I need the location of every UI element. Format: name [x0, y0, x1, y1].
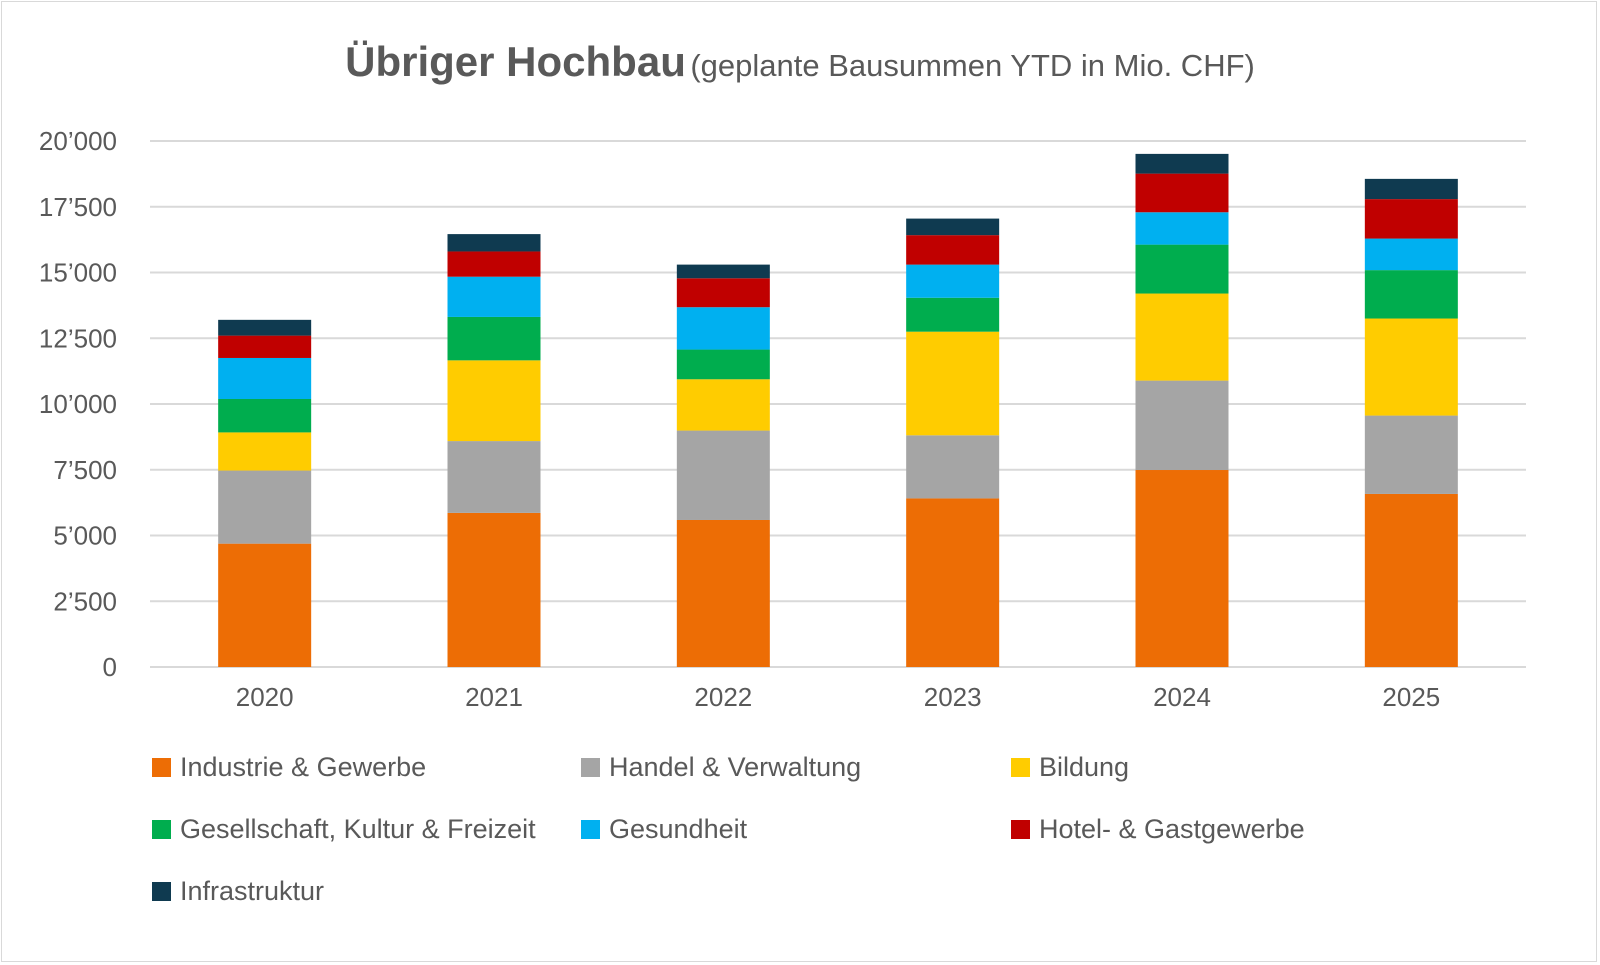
bar-segment-2025-0	[1364, 493, 1458, 667]
bar-segment-2020-1	[218, 470, 312, 544]
bar-segment-2021-1	[447, 441, 541, 513]
bar-segment-2025-4	[1364, 238, 1458, 271]
bar-segment-2021-0	[447, 512, 541, 667]
legend-swatch	[1011, 820, 1030, 839]
bar-segment-2025-1	[1364, 415, 1458, 494]
bar-segment-2024-1	[1135, 380, 1229, 471]
y-tick-label: 20’000	[39, 126, 117, 156]
bar-segment-2023-4	[906, 264, 1000, 298]
legend-item: Handel & Verwaltung	[581, 752, 861, 783]
x-tick-label: 2021	[465, 682, 523, 712]
bar-segment-2020-2	[218, 432, 312, 471]
bar-segment-2025-3	[1364, 270, 1458, 319]
bar-segment-2024-6	[1135, 153, 1229, 174]
chart-title-main: Übriger Hochbau	[345, 38, 686, 85]
y-tick-label: 7’500	[53, 455, 117, 485]
bar-segment-2024-5	[1135, 173, 1229, 213]
legend-swatch	[152, 758, 171, 777]
legend-item: Bildung	[1011, 752, 1129, 783]
bar-segment-2020-5	[218, 335, 312, 358]
legend-item: Hotel- & Gastgewerbe	[1011, 814, 1305, 845]
legend-swatch	[152, 882, 171, 901]
bar-segment-2021-3	[447, 316, 541, 361]
bar-segment-2023-1	[906, 435, 1000, 499]
bar-segment-2023-6	[906, 218, 1000, 236]
bar-segment-2022-1	[676, 430, 770, 520]
bar-segment-2024-2	[1135, 293, 1229, 381]
chart-title: Übriger Hochbau (geplante Bausummen YTD …	[0, 38, 1600, 86]
bar-segment-2024-0	[1135, 470, 1229, 667]
bar-segment-2024-3	[1135, 244, 1229, 294]
bar-segment-2022-2	[676, 379, 770, 431]
bar-segment-2022-4	[676, 307, 770, 350]
bar-segment-2020-0	[218, 543, 312, 667]
bar-segment-2025-2	[1364, 318, 1458, 416]
legend-label: Industrie & Gewerbe	[180, 752, 427, 782]
bar-segment-2020-3	[218, 399, 312, 433]
legend-label: Gesellschaft, Kultur & Freizeit	[180, 814, 536, 844]
legend-item: Gesundheit	[581, 814, 747, 845]
bar-segment-2025-6	[1364, 178, 1458, 200]
bar-segment-2022-0	[676, 519, 770, 667]
legend-label: Infrastruktur	[180, 876, 325, 906]
y-tick-label: 2’500	[53, 586, 117, 616]
bar-segment-2020-6	[218, 319, 312, 336]
bar-segment-2023-2	[906, 331, 1000, 436]
bar-segment-2022-3	[676, 349, 770, 380]
bar-segment-2022-5	[676, 278, 770, 308]
x-tick-label: 2020	[236, 682, 294, 712]
y-tick-label: 15’000	[39, 258, 117, 288]
x-tick-label: 2023	[924, 682, 982, 712]
y-tick-label: 17’500	[39, 192, 117, 222]
bar-segment-2021-6	[447, 234, 541, 252]
x-tick-label: 2022	[694, 682, 752, 712]
bar-segment-2020-4	[218, 357, 312, 400]
bar-segment-2024-4	[1135, 212, 1229, 245]
legend-item: Gesellschaft, Kultur & Freizeit	[152, 814, 536, 845]
y-tick-label: 0	[103, 652, 117, 682]
bar-segment-2021-2	[447, 360, 541, 442]
bar-segment-2025-5	[1364, 199, 1458, 239]
chart-subtitle: (geplante Bausummen YTD in Mio. CHF)	[690, 48, 1255, 83]
bar-segment-2023-0	[906, 498, 1000, 667]
x-tick-label: 2025	[1382, 682, 1440, 712]
bar-segment-2022-6	[676, 264, 770, 279]
y-tick-label: 10’000	[39, 389, 117, 419]
bar-segment-2021-5	[447, 251, 541, 277]
legend-swatch	[581, 758, 600, 777]
x-tick-label: 2024	[1153, 682, 1211, 712]
legend-label: Handel & Verwaltung	[609, 752, 862, 782]
y-tick-label: 5’000	[53, 521, 117, 551]
bar-segment-2023-5	[906, 235, 1000, 265]
legend-swatch	[1011, 758, 1030, 777]
legend-item: Industrie & Gewerbe	[152, 752, 426, 783]
bar-segment-2021-4	[447, 276, 541, 317]
legend-swatch	[581, 820, 600, 839]
legend-label: Hotel- & Gastgewerbe	[1039, 814, 1305, 844]
legend-label: Bildung	[1039, 752, 1130, 782]
legend-item: Infrastruktur	[152, 876, 324, 907]
y-tick-label: 12’500	[39, 323, 117, 353]
legend-swatch	[152, 820, 171, 839]
legend-label: Gesundheit	[609, 814, 748, 844]
bar-segment-2023-3	[906, 297, 1000, 332]
